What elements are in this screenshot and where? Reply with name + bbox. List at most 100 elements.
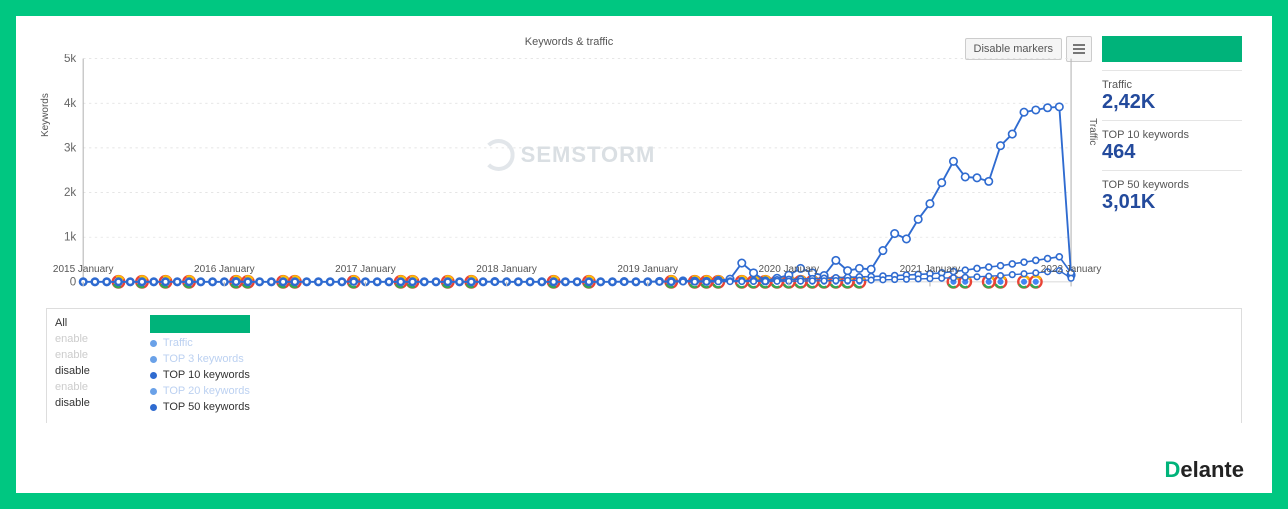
marker[interactable] bbox=[751, 279, 757, 285]
marker[interactable] bbox=[926, 200, 933, 207]
marker[interactable] bbox=[891, 230, 898, 237]
marker[interactable] bbox=[938, 179, 945, 186]
marker[interactable] bbox=[210, 279, 216, 285]
marker[interactable] bbox=[151, 279, 157, 285]
marker[interactable] bbox=[351, 279, 357, 285]
marker[interactable] bbox=[1009, 130, 1016, 137]
marker[interactable] bbox=[668, 279, 674, 285]
marker[interactable] bbox=[527, 279, 533, 285]
marker[interactable] bbox=[739, 279, 745, 285]
marker[interactable] bbox=[421, 279, 427, 285]
marker[interactable] bbox=[1033, 257, 1039, 263]
marker[interactable] bbox=[292, 279, 298, 285]
marker[interactable] bbox=[1032, 106, 1039, 113]
legend-dot-icon bbox=[150, 388, 157, 395]
marker[interactable] bbox=[832, 257, 839, 264]
marker[interactable] bbox=[316, 279, 322, 285]
marker[interactable] bbox=[233, 279, 239, 285]
marker[interactable] bbox=[680, 279, 686, 285]
marker[interactable] bbox=[386, 279, 392, 285]
marker[interactable] bbox=[398, 279, 404, 285]
marker[interactable] bbox=[139, 279, 145, 285]
marker[interactable] bbox=[1056, 103, 1063, 110]
marker[interactable] bbox=[574, 279, 580, 285]
marker[interactable] bbox=[997, 142, 1004, 149]
marker[interactable] bbox=[692, 279, 698, 285]
x-tick: 2016 January bbox=[194, 264, 255, 275]
marker[interactable] bbox=[598, 279, 604, 285]
marker[interactable] bbox=[104, 279, 110, 285]
marker[interactable] bbox=[174, 279, 180, 285]
marker[interactable] bbox=[304, 279, 310, 285]
marker[interactable] bbox=[810, 278, 816, 284]
marker[interactable] bbox=[257, 279, 263, 285]
marker[interactable] bbox=[973, 174, 980, 181]
marker[interactable] bbox=[727, 279, 733, 285]
series-traffic[interactable] bbox=[83, 107, 1071, 282]
legend-left-item[interactable]: All bbox=[55, 315, 90, 331]
marker[interactable] bbox=[774, 278, 780, 284]
marker[interactable] bbox=[492, 279, 498, 285]
marker[interactable] bbox=[610, 279, 616, 285]
marker[interactable] bbox=[116, 279, 122, 285]
marker[interactable] bbox=[445, 279, 451, 285]
marker[interactable] bbox=[985, 178, 992, 185]
legend-series-item[interactable]: TOP 20 keywords bbox=[150, 383, 250, 399]
marker[interactable] bbox=[269, 279, 275, 285]
marker[interactable] bbox=[633, 279, 639, 285]
brand-logo-d: D bbox=[1165, 457, 1181, 482]
legend-series-item[interactable]: TOP 50 keywords bbox=[150, 399, 250, 415]
marker[interactable] bbox=[433, 279, 439, 285]
marker[interactable] bbox=[1045, 256, 1051, 262]
marker[interactable] bbox=[539, 279, 545, 285]
legend-series-item[interactable]: TOP 10 keywords bbox=[150, 367, 250, 383]
marker[interactable] bbox=[327, 279, 333, 285]
marker[interactable] bbox=[410, 279, 416, 285]
marker[interactable] bbox=[914, 216, 921, 223]
stat-traffic-value: 2,42K bbox=[1102, 91, 1242, 114]
marker[interactable] bbox=[1056, 254, 1062, 260]
legend-left-item[interactable]: enable bbox=[55, 331, 90, 347]
marker[interactable] bbox=[845, 278, 851, 284]
marker[interactable] bbox=[704, 279, 710, 285]
marker[interactable] bbox=[516, 279, 522, 285]
marker[interactable] bbox=[879, 247, 886, 254]
marker[interactable] bbox=[198, 279, 204, 285]
marker[interactable] bbox=[551, 279, 557, 285]
marker[interactable] bbox=[1044, 104, 1051, 111]
legend-series-item[interactable]: Traffic bbox=[150, 335, 250, 351]
marker[interactable] bbox=[715, 279, 721, 285]
marker[interactable] bbox=[763, 279, 769, 285]
legend-left-item[interactable]: enable bbox=[55, 379, 90, 395]
marker[interactable] bbox=[621, 279, 627, 285]
legend-box: Allenableenabledisableenabledisable Traf… bbox=[46, 308, 1242, 423]
marker[interactable] bbox=[186, 279, 192, 285]
marker[interactable] bbox=[821, 278, 827, 284]
marker[interactable] bbox=[163, 279, 169, 285]
marker[interactable] bbox=[903, 235, 910, 242]
legend-left-item[interactable]: disable bbox=[55, 395, 90, 411]
marker[interactable] bbox=[480, 279, 486, 285]
marker[interactable] bbox=[127, 279, 133, 285]
legend-series-label: Traffic bbox=[163, 335, 193, 351]
marker[interactable] bbox=[962, 173, 969, 180]
marker[interactable] bbox=[280, 279, 286, 285]
marker[interactable] bbox=[245, 279, 251, 285]
marker[interactable] bbox=[1020, 108, 1027, 115]
marker[interactable] bbox=[798, 278, 804, 284]
marker[interactable] bbox=[868, 277, 874, 283]
legend-series-item[interactable]: TOP 3 keywords bbox=[150, 351, 250, 367]
marker[interactable] bbox=[469, 279, 475, 285]
marker[interactable] bbox=[950, 158, 957, 165]
marker[interactable] bbox=[374, 279, 380, 285]
marker[interactable] bbox=[586, 279, 592, 285]
marker[interactable] bbox=[833, 278, 839, 284]
marker[interactable] bbox=[657, 279, 663, 285]
marker[interactable] bbox=[457, 279, 463, 285]
legend-left-item[interactable]: enable bbox=[55, 347, 90, 363]
marker[interactable] bbox=[339, 279, 345, 285]
marker[interactable] bbox=[92, 279, 98, 285]
legend-left-item[interactable]: disable bbox=[55, 363, 90, 379]
marker[interactable] bbox=[857, 277, 863, 283]
marker[interactable] bbox=[563, 279, 569, 285]
